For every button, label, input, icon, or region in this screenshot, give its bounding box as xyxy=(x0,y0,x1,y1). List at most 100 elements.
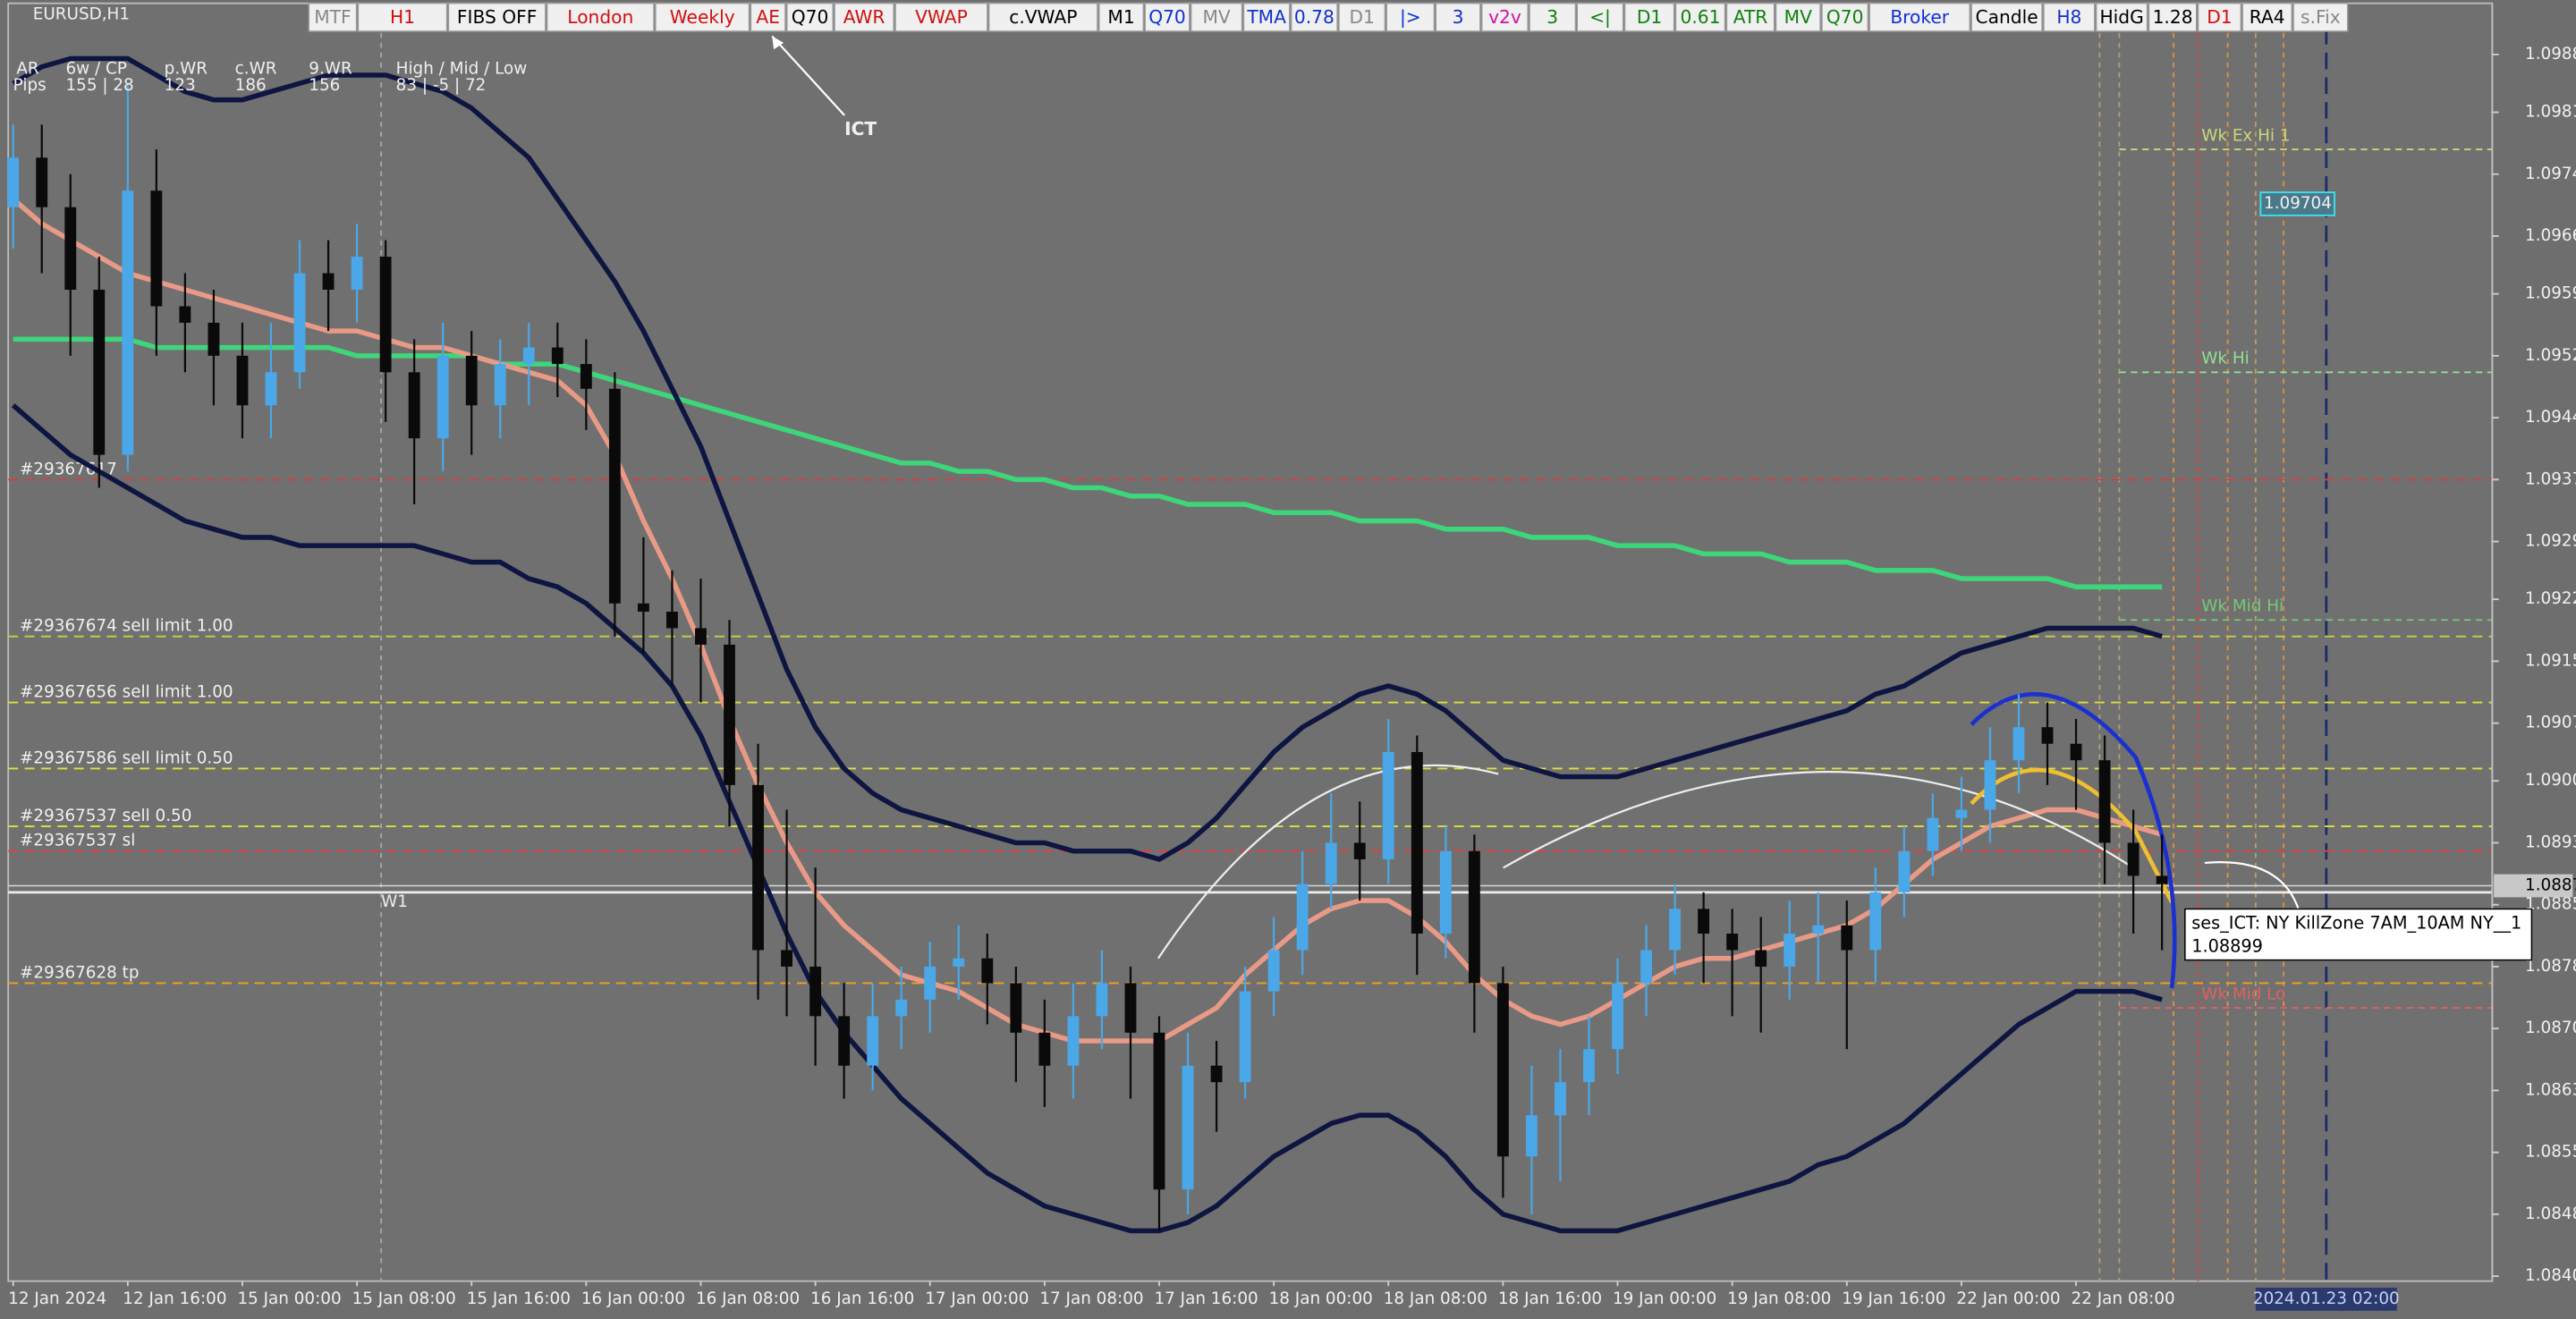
button-label[interactable]: 1.28 xyxy=(2153,6,2193,28)
button-label[interactable]: AE xyxy=(756,6,780,28)
button-bg xyxy=(1481,2,1529,32)
toolbar-button[interactable]: Broker xyxy=(1868,2,1970,32)
y-axis: 1.09885 1.09815 1.09740 1.09665 1.09595 1.095… xyxy=(2491,3,2576,1285)
toolbar-button[interactable]: TMA xyxy=(1242,2,1291,32)
button-label[interactable]: AWR xyxy=(843,6,886,28)
button-label[interactable]: Candle xyxy=(1976,6,2038,28)
toolbar-button[interactable]: D1 xyxy=(2197,2,2242,32)
candle-body xyxy=(2012,727,2025,761)
x-tick-label: 15 Jan 00:00 xyxy=(237,1289,341,1308)
candle-body xyxy=(1382,751,1394,859)
button-label[interactable]: <| xyxy=(1589,6,1611,28)
toolbar-button[interactable]: Q70 xyxy=(1144,2,1191,32)
button-bg xyxy=(1242,2,1291,32)
candle-body xyxy=(1439,850,1452,934)
toolbar-button[interactable]: 3 xyxy=(1529,2,1577,32)
candle-body xyxy=(895,999,908,1017)
button-label[interactable]: FIBS OFF xyxy=(457,6,537,28)
toolbar-button[interactable]: RA4 xyxy=(2241,2,2292,32)
toolbar-button[interactable]: Weekly xyxy=(655,2,750,32)
button-label[interactable]: RA4 xyxy=(2250,6,2285,28)
toolbar-button[interactable]: VWAP xyxy=(894,2,988,32)
button-label[interactable]: London xyxy=(567,6,633,28)
y-tick-label: 1.08405 xyxy=(2525,1266,2576,1285)
button-label[interactable]: M1 xyxy=(1107,6,1134,28)
toolbar-button[interactable]: Q70 xyxy=(1821,2,1869,32)
candle-body xyxy=(838,1016,851,1066)
x-tick-label: 17 Jan 08:00 xyxy=(1039,1289,1143,1308)
toolbar-button[interactable]: M1 xyxy=(1098,2,1145,32)
toolbar-button[interactable]: D1 xyxy=(1338,2,1386,32)
toolbar-button[interactable]: s.Fix xyxy=(2292,2,2349,32)
button-label[interactable]: 0.61 xyxy=(1681,6,1721,28)
button-label[interactable]: v2v xyxy=(1488,6,1521,28)
button-label[interactable]: Q70 xyxy=(1826,6,1864,28)
button-label[interactable]: |> xyxy=(1400,6,1421,28)
toolbar-button[interactable]: 3 xyxy=(1435,2,1481,32)
toolbar-button[interactable]: HidG xyxy=(2095,2,2148,32)
button-label[interactable]: 0.78 xyxy=(1294,6,1335,28)
toolbar-button[interactable]: H1 xyxy=(357,2,448,32)
y-tick-label: 1.09150 xyxy=(2525,651,2576,670)
toolbar-button[interactable]: Q70 xyxy=(786,2,834,32)
button-label[interactable]: Q70 xyxy=(1148,6,1186,28)
button-label[interactable]: H8 xyxy=(2056,6,2081,28)
toolbar-button[interactable]: D1 xyxy=(1623,2,1675,32)
button-label[interactable]: TMA xyxy=(1246,6,1286,28)
x-tick-label: 22 Jan 08:00 xyxy=(2072,1289,2175,1308)
button-label[interactable]: D1 xyxy=(1349,6,1374,28)
y-tick-label: 1.09005 xyxy=(2525,771,2576,790)
toolbar-button[interactable]: MV xyxy=(1190,2,1243,32)
candle-body xyxy=(1067,1016,1080,1066)
button-label[interactable]: MV xyxy=(1784,6,1812,28)
toolbar-button[interactable]: <| xyxy=(1576,2,1624,32)
candle-body xyxy=(580,364,592,389)
button-label[interactable]: 3 xyxy=(1453,6,1464,28)
toolbar-button[interactable]: 0.78 xyxy=(1290,2,1338,32)
toolbar-button[interactable]: AE xyxy=(750,2,786,32)
toolbar-button[interactable]: |> xyxy=(1385,2,1436,32)
candle-body xyxy=(2127,842,2140,876)
toolbar-button[interactable]: v2v xyxy=(1481,2,1529,32)
button-label[interactable]: s.Fix xyxy=(2301,6,2341,28)
button-label[interactable]: Broker xyxy=(1890,6,1949,28)
button-bg xyxy=(357,2,448,32)
candle-body xyxy=(293,273,306,373)
candle-body xyxy=(1411,751,1423,934)
button-label[interactable]: MV xyxy=(1202,6,1230,28)
candle-body xyxy=(781,950,793,967)
candle-body xyxy=(2041,727,2054,744)
button-label[interactable]: VWAP xyxy=(915,6,968,28)
button-label[interactable]: c.VWAP xyxy=(1009,6,1077,28)
toolbar-button[interactable]: ATR xyxy=(1725,2,1775,32)
toolbar-button[interactable]: MTF xyxy=(308,2,358,32)
toolbar-button[interactable]: FIBS OFF xyxy=(447,2,547,32)
toolbar-button[interactable]: Candle xyxy=(1970,2,2043,32)
button-label[interactable]: D1 xyxy=(2207,6,2232,28)
y-tick-label: 1.09445 xyxy=(2525,408,2576,427)
toolbar-button[interactable]: 0.61 xyxy=(1674,2,1726,32)
candle-body xyxy=(1669,909,1682,951)
candle-body xyxy=(809,966,822,1017)
button-label[interactable]: MTF xyxy=(314,6,351,28)
tooltip-pointer xyxy=(2204,861,2301,915)
toolbar-button[interactable]: c.VWAP xyxy=(987,2,1098,32)
candle-body xyxy=(1038,1032,1051,1066)
button-label[interactable]: HidG xyxy=(2100,6,2144,28)
x-tick-label: 18 Jan 16:00 xyxy=(1498,1289,1602,1308)
toolbar-button[interactable]: 1.28 xyxy=(2148,2,2198,32)
toolbar-button[interactable]: AWR xyxy=(834,2,894,32)
button-label[interactable]: ATR xyxy=(1733,6,1768,28)
toolbar-button[interactable]: H8 xyxy=(2043,2,2096,32)
button-bg xyxy=(2292,2,2349,32)
toolbar-button[interactable]: MV xyxy=(1775,2,1821,32)
y-tick-label: 1.08630 xyxy=(2525,1080,2576,1099)
button-label[interactable]: D1 xyxy=(1637,6,1662,28)
button-label[interactable]: 3 xyxy=(1546,6,1558,28)
button-bg xyxy=(987,2,1098,32)
button-label[interactable]: Weekly xyxy=(670,6,735,28)
button-label[interactable]: H1 xyxy=(390,6,415,28)
button-label[interactable]: Q70 xyxy=(792,6,829,28)
info-header: p.WR xyxy=(165,59,208,78)
toolbar-button[interactable]: London xyxy=(546,2,655,32)
